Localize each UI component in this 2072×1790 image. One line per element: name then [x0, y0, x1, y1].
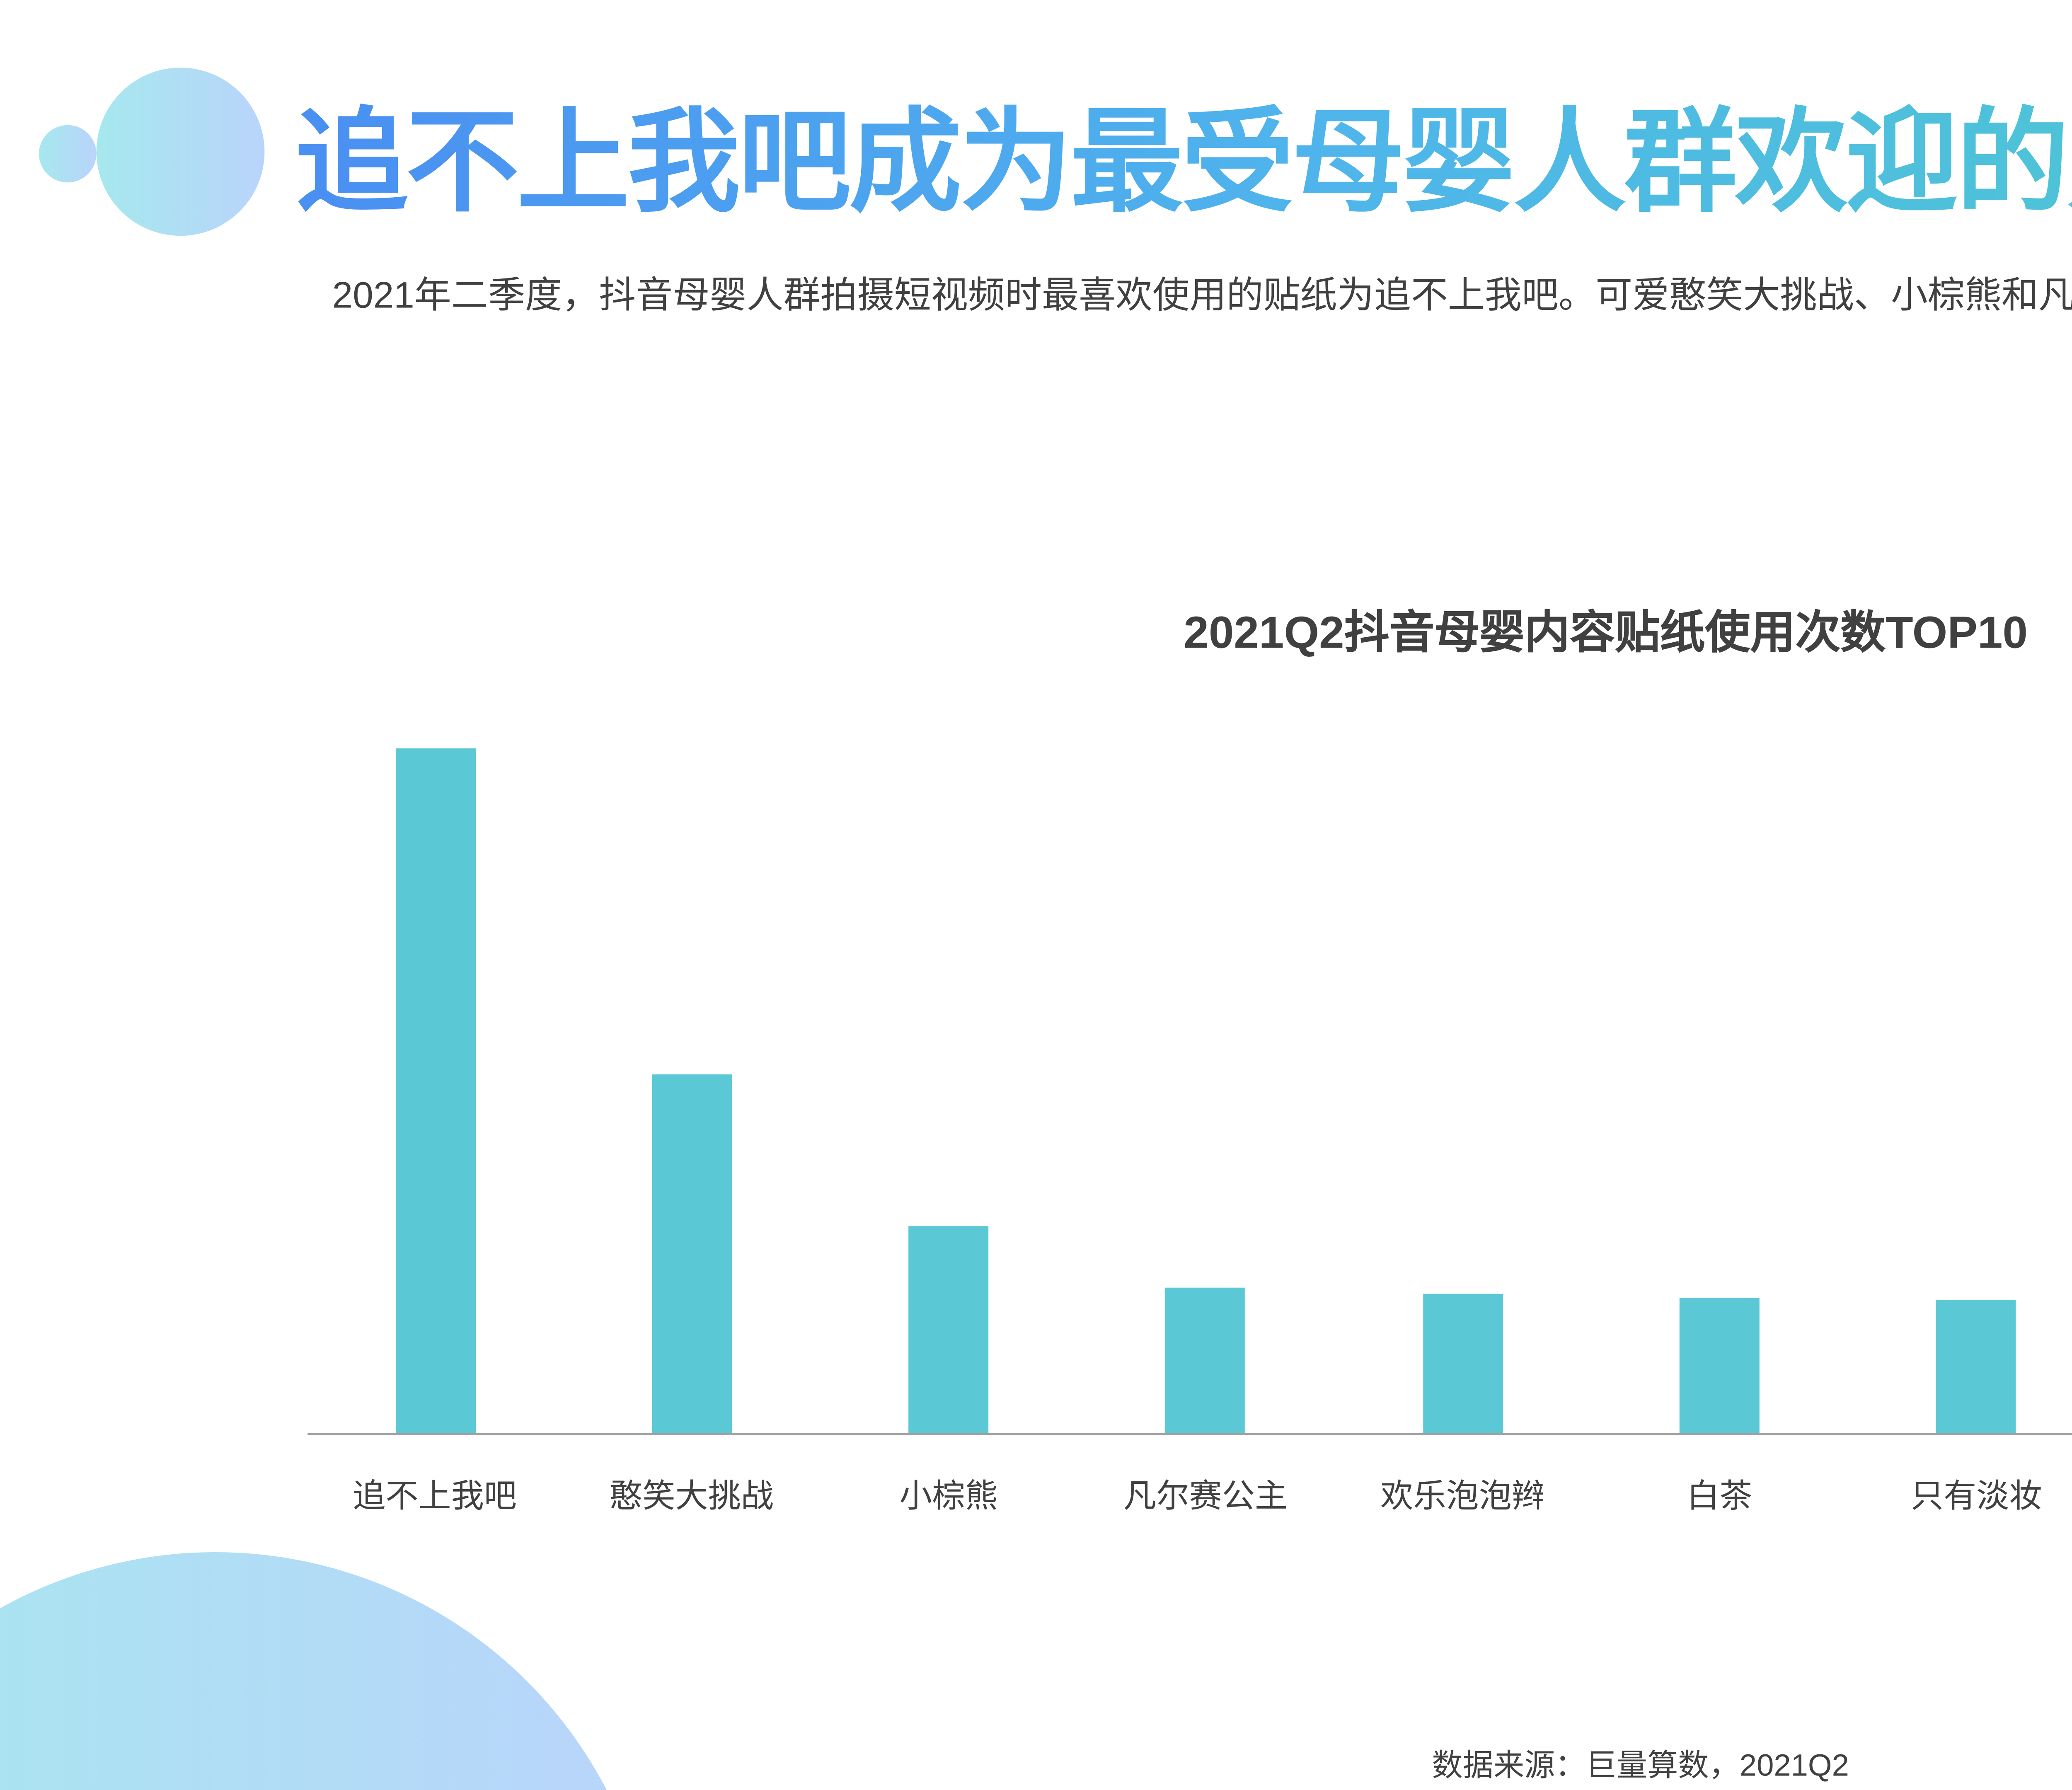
x-axis-label: 欢乐泡泡辫 [1380, 1480, 1545, 1515]
bar [1936, 1299, 2016, 1434]
x-axis-label: 追不上我吧 [353, 1480, 517, 1515]
x-axis-line [307, 1433, 2072, 1435]
title-bullet-large-circle-icon [96, 68, 265, 236]
x-axis-label: 凡尔赛公主 [1123, 1480, 1288, 1515]
x-axis-label: 白茶 [1687, 1480, 1752, 1515]
page-title: 追不上我吧成为最受母婴人群欢迎的贴纸 [295, 90, 2072, 234]
data-source: 数据来源：巨量算数，2021Q2 [1432, 1749, 1849, 1784]
bar [1422, 1293, 1503, 1434]
x-axis-label: 憨笑大挑战 [610, 1480, 774, 1515]
chart-title: 2021Q2抖音母婴内容贴纸使用次数TOP10 [1184, 607, 2028, 658]
bar [1165, 1287, 1246, 1434]
bar [395, 748, 475, 1434]
bar [908, 1226, 989, 1434]
bar-chart [307, 697, 2072, 1435]
bar [1679, 1298, 1760, 1434]
title-bullet-small-circle-icon [39, 125, 97, 183]
bar [651, 1074, 732, 1434]
x-axis-label: 只有淡妆 [1910, 1480, 2042, 1515]
x-axis-label: 小棕熊 [899, 1480, 998, 1515]
summary-text: 2021年二季度，抖音母婴人群拍摄短视频时最喜欢使用的贴纸为追不上我吧。可爱憨笑… [332, 275, 2072, 316]
